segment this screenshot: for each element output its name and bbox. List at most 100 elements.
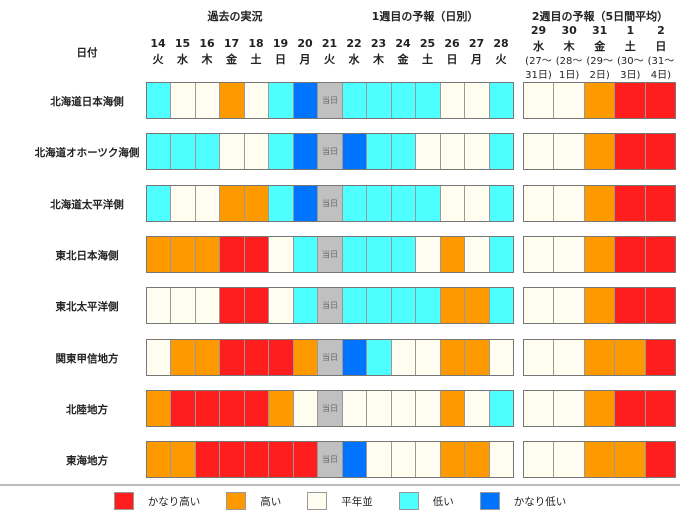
daily-cell [440,288,466,324]
daily-cell [195,288,221,324]
weekday: 土 [250,53,262,66]
daily-cell [147,390,172,426]
weekly-cell [615,134,646,170]
legend-label: かなり低い [513,495,567,508]
daily-cell [195,236,221,272]
weekly-cell [524,442,555,478]
daily-cell [269,134,294,170]
daily-cell [293,83,319,118]
daily-cell [293,134,319,170]
daily-cell [465,134,490,170]
weekday: 水 [348,53,360,66]
period-day: 30 [561,24,577,37]
today-cell: 当日 [318,83,343,118]
daily-cell [367,134,392,170]
daily-cell [416,288,441,324]
daily-cell [489,390,514,426]
day-header: 22 水 [341,36,367,68]
period-day: 1 [626,24,635,37]
daily-cell [489,236,514,272]
weekly-strip [523,184,676,222]
daily-cell [244,339,270,375]
daily-cell [244,83,270,118]
legend-label: 平年並 [341,495,373,508]
day-number: 15 [174,37,191,50]
day-number: 24 [395,37,411,50]
legend-swatch [398,492,419,510]
daily-cell [293,339,319,375]
weekly-cell [554,134,585,170]
weekly-cell [554,442,585,478]
daily-cell [342,83,368,118]
day-header: 15 水 [170,36,196,68]
period-header: 2 日 (31～ 4日) [645,23,676,83]
daily-strip: 当日 [146,441,514,479]
daily-cell [416,236,441,272]
legend-item: 高い [226,492,281,510]
weekly-cell [524,83,555,118]
today-label: 当日 [322,403,339,413]
daily-cell [342,134,368,170]
weekly-cell [615,288,646,324]
weekly-strip [523,441,676,479]
daily-strip: 当日 [146,184,514,222]
weekly-cell [645,390,676,426]
legend-swatch [479,492,500,510]
period-weekday: 日 [655,40,667,53]
day-header: 25 土 [415,36,441,68]
period-weekday: 土 [624,40,636,53]
region-label: 東海地方 [66,455,108,468]
daily-cell [367,83,392,118]
daily-cell [489,134,514,170]
daily-cell [147,83,172,118]
daily-cell [440,83,466,118]
weekly-cell [645,134,676,170]
day-number: 17 [223,37,240,50]
daily-cell [465,83,490,118]
weekly-strip [523,235,676,273]
weekly-cell [584,442,616,478]
day-number: 20 [297,37,313,50]
daily-cell [220,83,245,118]
weekly-cell [615,339,646,375]
weekly-cell [554,185,585,221]
daily-cell [342,288,368,324]
weekly-cell [645,83,676,118]
daily-cell [440,134,466,170]
period-range-end: 4日) [650,70,672,81]
day-number: 22 [346,37,362,50]
daily-cell [391,185,417,221]
weekly-cell [554,288,585,324]
period-day: 31 [592,24,608,37]
daily-cell [195,442,221,478]
daily-cell [269,185,294,221]
weekday: 水 [177,53,188,66]
weekly-cell [584,185,616,221]
day-number: 23 [370,37,387,50]
period-weekday: 金 [594,40,606,53]
today-cell: 当日 [318,390,343,426]
today-cell: 当日 [318,442,343,478]
period-range-end: 1日) [558,70,580,81]
daily-cell [195,185,221,221]
day-header: 14 火 [145,36,171,68]
day-number: 21 [321,37,338,50]
daily-cell [416,390,441,426]
daily-cell [416,339,441,375]
weekday: 日 [446,53,458,66]
daily-cell [195,390,221,426]
daily-strip: 当日 [146,235,514,273]
weekly-cell [615,236,646,272]
today-cell: 当日 [318,288,343,324]
daily-cell [293,390,319,426]
daily-cell [171,442,196,478]
daily-cell [244,236,270,272]
period-weekday: 水 [533,40,544,53]
daily-cell [465,339,490,375]
daily-cell [367,390,392,426]
daily-cell [171,83,196,118]
weekday: 月 [299,53,311,66]
day-number: 25 [419,37,436,50]
period-range-start: (30～ [616,56,644,67]
daily-cell [367,339,392,375]
